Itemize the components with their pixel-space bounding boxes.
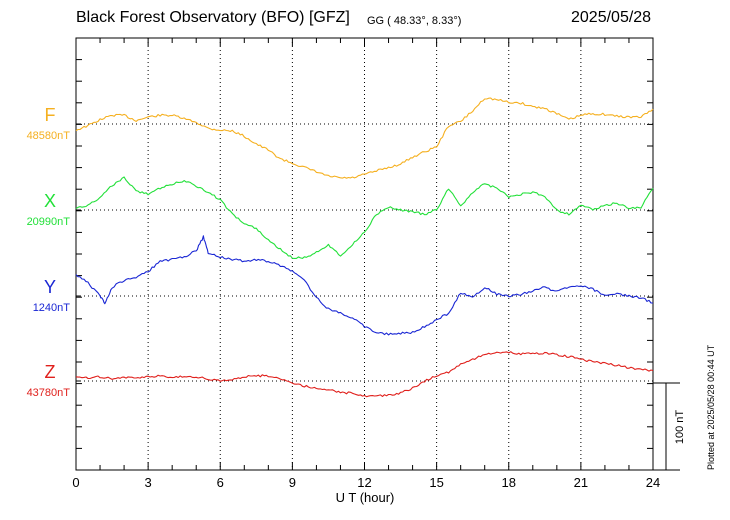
x-tick-labels: 0 3 6 9 12 15 18 21 24 <box>72 475 660 490</box>
plotted-timestamp: Plotted at 2025/05/28 00:44 UT <box>706 344 716 470</box>
x-tick-label: 21 <box>574 475 588 490</box>
series-baseline-label-x: 20990nT <box>27 216 71 228</box>
vertical-grid <box>147 38 582 470</box>
series-baseline-label-f: 48580nT <box>27 130 71 142</box>
scale-bar-label: 100 nT <box>674 410 686 445</box>
series-baseline-label-z: 43780nT <box>27 387 71 399</box>
series-name-y: Y <box>44 277 56 297</box>
series-line-x <box>75 176 654 259</box>
x-tick-label: 24 <box>646 475 660 490</box>
scale-bar: 100 nT <box>653 382 686 471</box>
chart-title: Black Forest Observatory (BFO) [GFZ] <box>76 9 350 26</box>
series-name-x: X <box>44 191 56 211</box>
series-lines <box>75 97 654 398</box>
x-tick-label: 9 <box>289 475 296 490</box>
x-tick-label: 15 <box>429 475 443 490</box>
series-baseline-label-y: 1240nT <box>33 302 71 314</box>
series-labels: F 48580nT X 20990nT Y 1240nT Z 43780nT <box>27 105 71 399</box>
x-tick-label: 12 <box>357 475 371 490</box>
x-tick-label: 3 <box>145 475 152 490</box>
series-name-f: F <box>45 105 56 125</box>
series-line-f <box>75 97 654 179</box>
series-line-z <box>75 351 654 398</box>
x-tick-label: 18 <box>502 475 516 490</box>
axis-ticks <box>75 38 654 470</box>
series-name-z: Z <box>45 362 56 382</box>
series-line-y <box>75 235 653 336</box>
station-coordinates: GG ( 48.33°, 8.33°) <box>367 15 462 27</box>
x-tick-label: 6 <box>217 475 224 490</box>
x-tick-label: 0 <box>72 475 79 490</box>
x-axis-label: U T (hour) <box>336 490 395 505</box>
chart-date: 2025/05/28 <box>571 9 652 26</box>
